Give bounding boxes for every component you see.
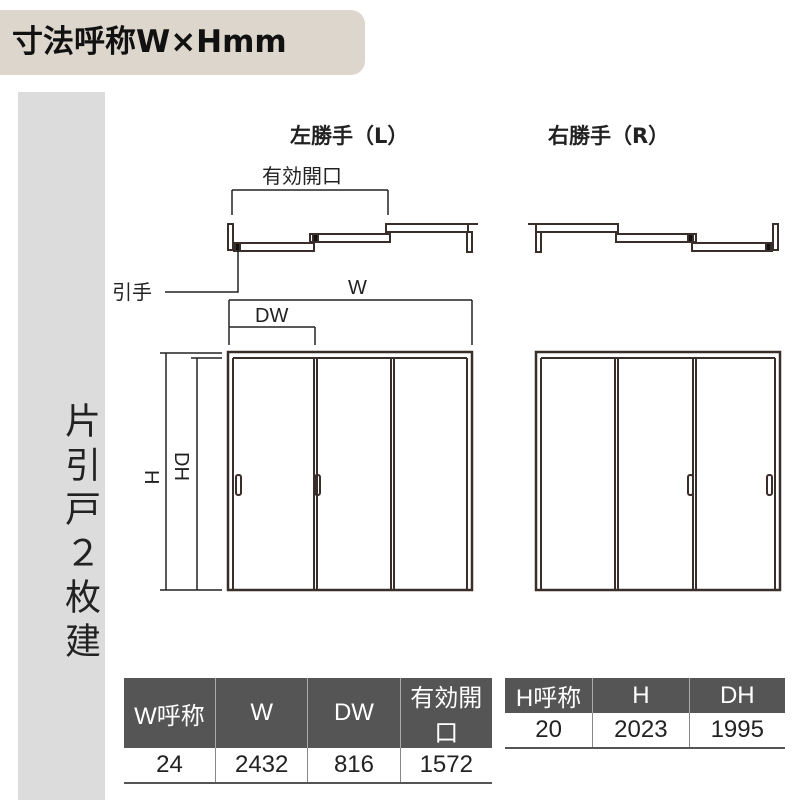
table-header: W呼称 — [124, 678, 216, 748]
h-dimension — [160, 352, 222, 591]
h-label: H — [140, 470, 162, 484]
right-elevation — [534, 350, 782, 592]
table-cell: 24 — [124, 748, 216, 784]
handle-icon — [314, 474, 321, 496]
dw-label: DW — [255, 305, 288, 327]
left-elevation — [226, 350, 474, 592]
table-cell: 1995 — [688, 713, 785, 749]
w-dimension — [228, 299, 473, 345]
width-spec-table: W呼称 W DW 有効開口 24 2432 816 1572 — [124, 678, 492, 784]
dw-dimension — [229, 326, 316, 345]
door-type-label: 片引戸２枚建 — [59, 402, 100, 666]
effective-opening-dimension — [231, 189, 389, 215]
right-hand-title: 右勝手（R） — [548, 124, 669, 148]
size-title-badge: 寸法呼称W×Hmm — [0, 10, 365, 75]
handle-icon — [235, 474, 242, 496]
table-cell: 2432 — [214, 748, 308, 784]
table-header: H呼称 — [505, 678, 593, 713]
handle-icon — [687, 474, 694, 496]
handle-label: 引手 — [112, 280, 152, 304]
handle-icon — [766, 474, 773, 496]
dh-label: DH — [170, 452, 192, 481]
handle-leader — [165, 250, 239, 293]
table-header: DW — [307, 678, 401, 748]
table-cell: 816 — [307, 748, 401, 784]
table-cell: 2023 — [592, 713, 690, 749]
table-header: W — [214, 678, 308, 748]
table-header: 有効開口 — [399, 678, 492, 748]
sidebar: 片引戸２枚建 — [18, 92, 105, 800]
table-header: H — [592, 678, 690, 713]
left-plan-view — [227, 223, 478, 253]
right-plan-view — [528, 223, 779, 253]
table-header: DH — [688, 678, 785, 713]
table-cell: 20 — [505, 713, 593, 749]
w-label: W — [348, 277, 367, 299]
effective-opening-label: 有効開口 — [262, 164, 342, 188]
left-hand-title: 左勝手（L） — [290, 124, 408, 148]
table-cell: 1572 — [399, 748, 492, 784]
height-spec-table: H呼称 H DH 20 2023 1995 — [505, 678, 785, 749]
